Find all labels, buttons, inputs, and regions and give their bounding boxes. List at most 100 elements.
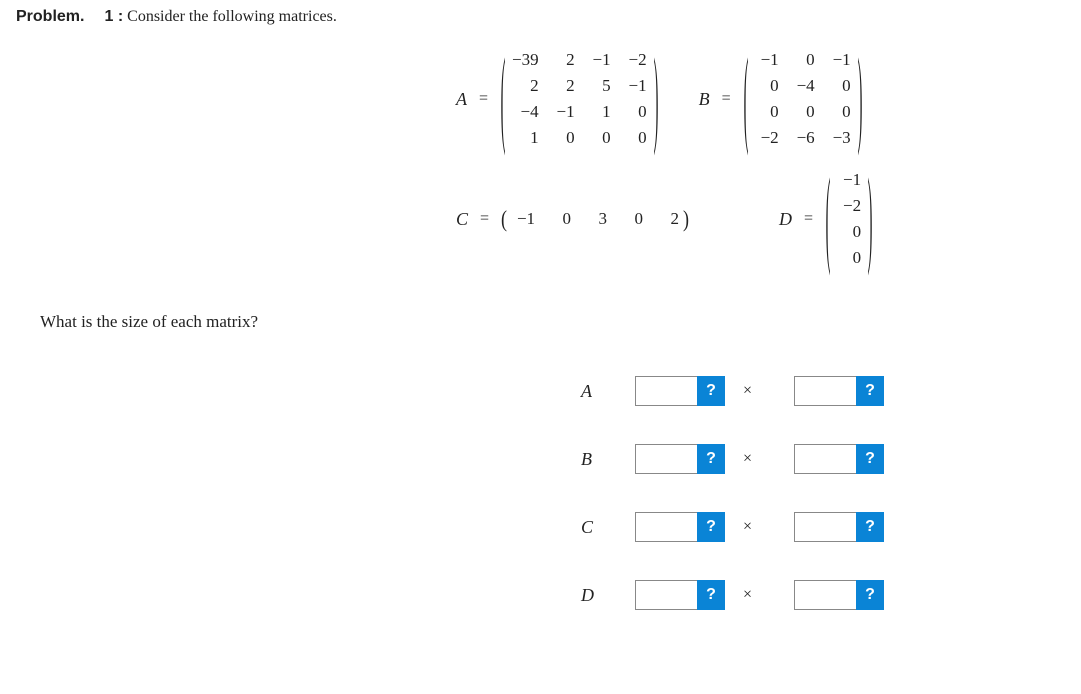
- matrix-cell: 2: [655, 209, 679, 229]
- matrix-cell: 0: [623, 128, 647, 148]
- matrix-d-label: D: [779, 209, 792, 230]
- equals-sign: =: [479, 90, 488, 108]
- answers-block: A? ×? B? ×? C? ×? D? ×?: [581, 372, 1065, 614]
- rows-input[interactable]: [635, 580, 697, 610]
- matrix-cell: −39: [512, 50, 539, 70]
- matrix-cell: 0: [791, 50, 815, 70]
- rows-field: ?: [635, 376, 725, 406]
- problem-header: Problem. 1 : Consider the following matr…: [16, 8, 1065, 26]
- matrix-cell: −3: [827, 128, 851, 148]
- matrix-cell: 1: [512, 128, 539, 148]
- matrix-cell: 0: [619, 209, 643, 229]
- matrix-row-2: C = ( −10302 ) D = ( −1−200 ): [456, 166, 1065, 272]
- matrix-cell: 0: [551, 128, 575, 148]
- matrix-c: ( −10302 ): [501, 209, 689, 230]
- hint-button[interactable]: ?: [697, 580, 725, 610]
- answer-label: D: [581, 585, 611, 606]
- problem-label: Problem.: [16, 8, 84, 25]
- rows-field: ?: [635, 580, 725, 610]
- lparen: (: [826, 156, 831, 282]
- matrix-cell: −1: [827, 50, 851, 70]
- cols-field: ?: [794, 580, 884, 610]
- hint-button[interactable]: ?: [856, 444, 884, 474]
- lparen: (: [743, 36, 748, 162]
- matrix-cell: −1: [837, 170, 861, 190]
- cols-input[interactable]: [794, 444, 856, 474]
- matrix-a-grid: −392−1−2225−1−4−1101000: [506, 46, 653, 152]
- matrix-cell: 2: [512, 76, 539, 96]
- cols-input[interactable]: [794, 376, 856, 406]
- hint-button[interactable]: ?: [856, 376, 884, 406]
- answer-row-d: D? ×?: [581, 576, 1065, 614]
- rows-input[interactable]: [635, 444, 697, 474]
- matrix-cell: −2: [755, 128, 779, 148]
- lparen: (: [501, 205, 507, 232]
- rows-field: ?: [635, 512, 725, 542]
- answer-label: A: [581, 381, 611, 402]
- matrix-cell: −2: [837, 196, 861, 216]
- answer-row-a: A? ×?: [581, 372, 1065, 410]
- times-symbol: ×: [743, 586, 752, 604]
- matrix-cell: 2: [551, 76, 575, 96]
- matrix-cell: 0: [587, 128, 611, 148]
- matrix-b: ( −10−10−40000−2−6−3 ): [743, 46, 863, 152]
- rparen: ): [653, 36, 658, 162]
- matrix-cell: 0: [791, 102, 815, 122]
- times-symbol: ×: [743, 518, 752, 536]
- matrix-cell: −1: [587, 50, 611, 70]
- hint-button[interactable]: ?: [697, 512, 725, 542]
- cols-field: ?: [794, 376, 884, 406]
- equals-sign: =: [804, 210, 813, 228]
- matrix-row-1: A = ( −392−1−2225−1−4−1101000 ) B = ( −1…: [456, 46, 1065, 152]
- spacer: [88, 8, 100, 25]
- hint-button[interactable]: ?: [856, 580, 884, 610]
- matrix-b-grid: −10−10−40000−2−6−3: [749, 46, 857, 152]
- answer-label: C: [581, 517, 611, 538]
- matrix-cell: −1: [755, 50, 779, 70]
- matrix-a: ( −392−1−2225−1−4−1101000 ): [500, 46, 659, 152]
- rparen: ): [683, 205, 689, 232]
- answer-row-b: B? ×?: [581, 440, 1065, 478]
- matrix-cell: 0: [837, 248, 861, 268]
- problem-text: Consider the following matrices.: [127, 8, 337, 25]
- matrix-cell: 0: [837, 222, 861, 242]
- matrix-cell: −1: [623, 76, 647, 96]
- hint-button[interactable]: ?: [697, 444, 725, 474]
- matrix-b-label: B: [699, 89, 710, 110]
- cols-input[interactable]: [794, 580, 856, 610]
- equals-sign: =: [480, 210, 489, 228]
- matrix-cell: 0: [623, 102, 647, 122]
- cols-input[interactable]: [794, 512, 856, 542]
- matrix-cell: 5: [587, 76, 611, 96]
- matrices-block: A = ( −392−1−2225−1−4−1101000 ) B = ( −1…: [456, 46, 1065, 272]
- matrix-c-grid: −10302: [507, 209, 683, 229]
- cols-field: ?: [794, 512, 884, 542]
- matrix-c-label: C: [456, 209, 468, 230]
- rows-input[interactable]: [635, 376, 697, 406]
- times-symbol: ×: [743, 450, 752, 468]
- times-symbol: ×: [743, 382, 752, 400]
- matrix-cell: −1: [511, 209, 535, 229]
- hint-button[interactable]: ?: [856, 512, 884, 542]
- matrix-cell: −2: [623, 50, 647, 70]
- rparen: ): [857, 36, 862, 162]
- cols-field: ?: [794, 444, 884, 474]
- question-text: What is the size of each matrix?: [40, 312, 1065, 332]
- rows-input[interactable]: [635, 512, 697, 542]
- matrix-cell: 2: [551, 50, 575, 70]
- matrix-cell: −4: [791, 76, 815, 96]
- matrix-cell: 0: [547, 209, 571, 229]
- matrix-a-label: A: [456, 89, 467, 110]
- matrix-cell: 0: [755, 76, 779, 96]
- matrix-cell: −6: [791, 128, 815, 148]
- answer-label: B: [581, 449, 611, 470]
- hint-button[interactable]: ?: [697, 376, 725, 406]
- rows-field: ?: [635, 444, 725, 474]
- matrix-cell: 1: [587, 102, 611, 122]
- matrix-cell: 3: [583, 209, 607, 229]
- matrix-cell: −1: [551, 102, 575, 122]
- matrix-d-grid: −1 −2 0 0: [831, 166, 867, 272]
- answer-row-c: C? ×?: [581, 508, 1065, 546]
- problem-number: 1 :: [104, 8, 123, 25]
- matrix-cell: 0: [827, 102, 851, 122]
